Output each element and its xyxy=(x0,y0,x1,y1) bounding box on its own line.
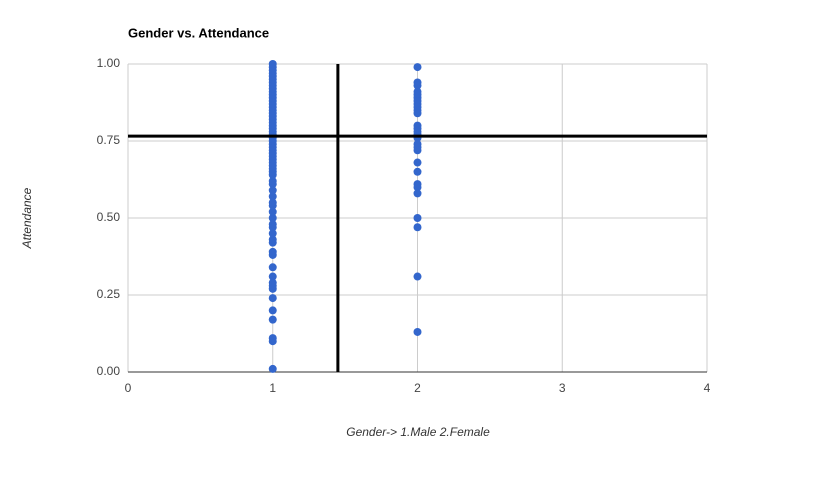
point xyxy=(413,81,422,90)
point xyxy=(268,315,277,324)
point xyxy=(413,63,422,72)
point xyxy=(268,186,277,195)
y-tick-label: 0.75 xyxy=(97,133,121,147)
point xyxy=(413,183,422,192)
point xyxy=(413,214,422,222)
point xyxy=(268,247,277,256)
x-axis-title: Gender-> 1.Male 2.Female xyxy=(346,425,490,439)
point xyxy=(413,189,422,198)
point xyxy=(413,109,422,118)
point xyxy=(268,278,277,287)
y-axis-title: Attendance xyxy=(20,187,34,249)
point xyxy=(268,272,277,281)
point xyxy=(268,229,277,238)
point xyxy=(413,327,422,336)
y-tick-label: 0.50 xyxy=(97,210,121,224)
point xyxy=(268,220,277,229)
point xyxy=(268,177,277,186)
point xyxy=(413,167,422,176)
point xyxy=(268,294,277,303)
chart-title: Gender vs. Attendance xyxy=(128,25,269,40)
x-tick-label: 4 xyxy=(704,381,711,395)
point xyxy=(268,192,277,201)
point xyxy=(268,60,277,68)
point xyxy=(268,364,277,373)
y-tick-label: 1.00 xyxy=(97,56,121,70)
point xyxy=(268,235,277,244)
point xyxy=(413,223,422,232)
point xyxy=(413,272,422,281)
point xyxy=(413,146,422,155)
point xyxy=(268,263,277,272)
x-tick-label: 0 xyxy=(125,381,132,395)
point xyxy=(268,214,277,222)
point xyxy=(268,334,277,343)
x-tick-label: 2 xyxy=(414,381,421,395)
point xyxy=(268,198,277,207)
y-tick-label: 0.00 xyxy=(97,364,121,378)
x-tick-label: 1 xyxy=(269,381,276,395)
point xyxy=(413,158,422,167)
x-tick-label: 3 xyxy=(559,381,566,395)
point xyxy=(268,306,277,315)
point xyxy=(268,207,277,216)
y-tick-label: 0.25 xyxy=(97,287,121,301)
